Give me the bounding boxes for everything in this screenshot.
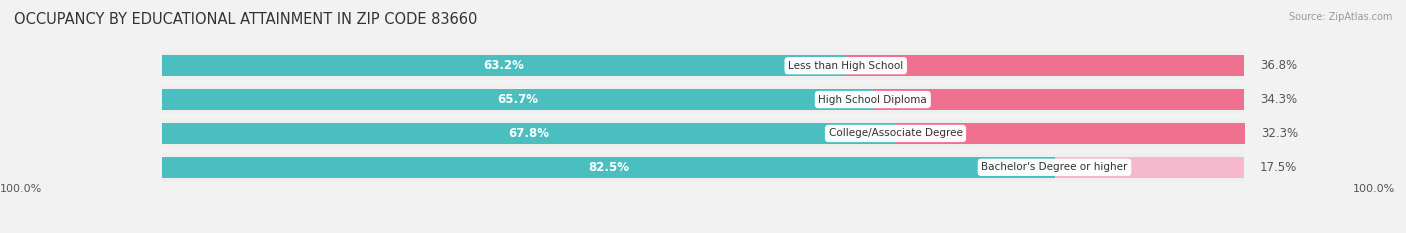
Text: College/Associate Degree: College/Associate Degree	[828, 128, 963, 138]
Bar	[162, 89, 873, 110]
Text: 65.7%: 65.7%	[496, 93, 538, 106]
Text: 34.3%: 34.3%	[1260, 93, 1298, 106]
Bar	[873, 89, 1244, 110]
Bar	[1054, 157, 1244, 178]
Bar	[162, 55, 846, 76]
Text: High School Diploma: High School Diploma	[818, 95, 927, 105]
Bar	[162, 51, 1244, 80]
Text: Less than High School: Less than High School	[789, 61, 904, 71]
Text: Bachelor's Degree or higher: Bachelor's Degree or higher	[981, 162, 1128, 172]
Bar	[162, 119, 1244, 148]
Bar	[162, 157, 1054, 178]
Text: 32.3%: 32.3%	[1261, 127, 1298, 140]
Text: 100.0%: 100.0%	[0, 184, 42, 194]
Bar	[846, 55, 1244, 76]
Text: 82.5%: 82.5%	[588, 161, 628, 174]
Bar	[162, 123, 896, 144]
Text: OCCUPANCY BY EDUCATIONAL ATTAINMENT IN ZIP CODE 83660: OCCUPANCY BY EDUCATIONAL ATTAINMENT IN Z…	[14, 12, 478, 27]
Text: 67.8%: 67.8%	[509, 127, 550, 140]
Text: 100.0%: 100.0%	[1353, 184, 1395, 194]
Bar	[896, 123, 1244, 144]
Text: 17.5%: 17.5%	[1260, 161, 1298, 174]
Text: 63.2%: 63.2%	[484, 59, 524, 72]
Bar	[162, 85, 1244, 114]
Bar	[162, 153, 1244, 182]
Text: Source: ZipAtlas.com: Source: ZipAtlas.com	[1288, 12, 1392, 22]
Text: 36.8%: 36.8%	[1260, 59, 1298, 72]
